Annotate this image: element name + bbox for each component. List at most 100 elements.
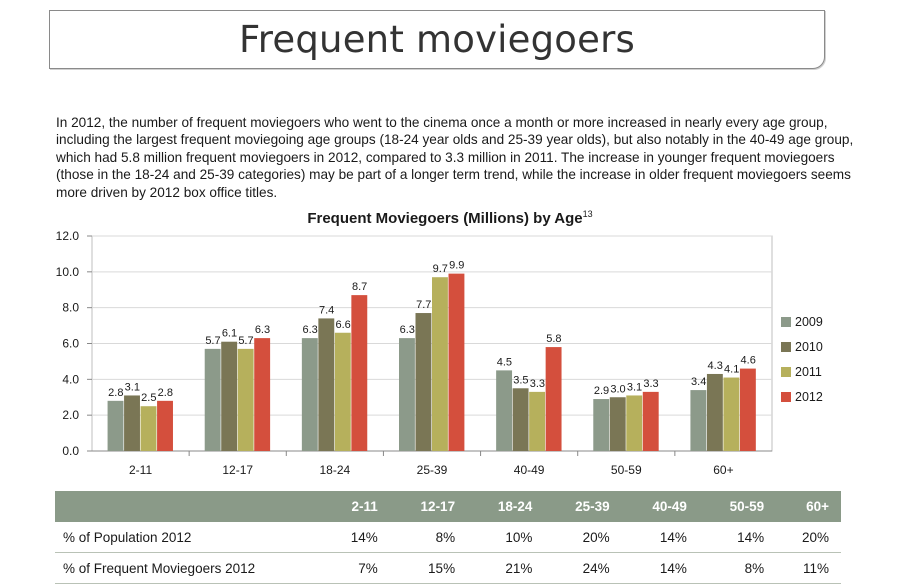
bar xyxy=(739,368,756,451)
page-title: Frequent moviegoers xyxy=(239,18,635,61)
y-tick-label: 6.0 xyxy=(62,337,79,351)
data-label: 4.3 xyxy=(708,360,723,372)
data-label: 3.3 xyxy=(530,378,545,390)
bar xyxy=(529,391,546,451)
data-label: 5.8 xyxy=(546,333,561,345)
y-tick-label: 12.0 xyxy=(56,229,80,243)
x-tick-label: 50-59 xyxy=(611,463,642,477)
table-row: % of Population 2012 14% 8% 10% 20% 14% 14% 20% xyxy=(55,522,841,553)
data-label: 6.3 xyxy=(255,324,270,336)
y-tick-label: 0.0 xyxy=(62,444,79,458)
y-tick-label: 2.0 xyxy=(62,408,79,422)
chart-title: Frequent Moviegoers (Millions) by Age13 xyxy=(0,209,900,227)
table-header-cell: 18-24 xyxy=(467,491,545,522)
data-label: 4.6 xyxy=(741,355,756,367)
legend-label: 2011 xyxy=(795,365,822,379)
table-cell: 8% xyxy=(389,522,468,553)
bar xyxy=(690,390,707,451)
bar xyxy=(545,347,562,451)
bar xyxy=(512,388,529,451)
x-tick-label: 25-39 xyxy=(417,463,448,477)
data-label: 5.7 xyxy=(238,335,253,347)
data-label: 3.1 xyxy=(627,381,642,393)
bar xyxy=(237,348,254,451)
y-tick-label: 4.0 xyxy=(62,372,79,386)
bar xyxy=(723,377,740,451)
bar xyxy=(157,400,173,451)
table-header-cell: 50-59 xyxy=(698,491,777,522)
table-header-cell: 2-11 xyxy=(325,491,390,522)
table-body: % of Population 2012 14% 8% 10% 20% 14% 14% 20%… xyxy=(55,522,841,584)
bar xyxy=(221,341,238,451)
y-tick-label: 10.0 xyxy=(56,265,80,279)
table-cell: 20% xyxy=(776,522,841,553)
data-label: 3.4 xyxy=(691,376,706,388)
bar xyxy=(642,391,659,451)
data-label: 7.7 xyxy=(416,299,431,311)
table-cell: 14% xyxy=(325,522,390,553)
table-cell: 14% xyxy=(621,552,699,584)
data-label: 2.9 xyxy=(594,385,609,397)
table-header-cell: 25-39 xyxy=(544,491,622,522)
bar xyxy=(124,395,140,451)
data-label: 3.1 xyxy=(125,381,140,393)
chart-title-text: Frequent Moviegoers (Millions) by Age xyxy=(307,210,583,227)
chart-footnote: 13 xyxy=(582,209,593,219)
table-cell: 20% xyxy=(544,522,622,553)
bar xyxy=(593,399,610,451)
bar xyxy=(448,273,465,451)
bar-chart: 0.02.04.06.08.010.012.02-112.8 3.12.5 2.81… xyxy=(56,229,823,477)
intro-paragraph: In 2012, the number of frequent moviegoe… xyxy=(56,114,854,200)
bar xyxy=(626,395,643,451)
bar xyxy=(351,295,368,451)
bar xyxy=(706,373,723,451)
y-tick-label: 8.0 xyxy=(62,301,79,315)
x-tick-label: 18-24 xyxy=(320,463,351,477)
legend-swatch xyxy=(781,392,791,402)
data-label: 2.8 xyxy=(108,387,123,399)
table-header-cell: 12-17 xyxy=(389,491,468,522)
table-row-label: % of Population 2012 xyxy=(55,522,325,553)
table-row: % of Frequent Moviegoers 2012 7% 15% 21% 24%… xyxy=(55,552,841,584)
legend-label: 2010 xyxy=(795,340,823,354)
bar xyxy=(432,277,448,451)
x-tick-label: 12-17 xyxy=(222,463,253,477)
table-cell: 15% xyxy=(389,552,468,584)
data-label: 4.1 xyxy=(724,364,739,376)
legend-label: 2009 xyxy=(795,315,823,329)
table-corner-cell xyxy=(55,491,325,522)
bar xyxy=(254,338,271,451)
legend-label: 2012 xyxy=(795,390,823,404)
data-label: 6.3 xyxy=(302,324,317,336)
bar xyxy=(301,338,318,451)
bar xyxy=(318,318,335,451)
data-label: 6.1 xyxy=(222,328,237,340)
data-label: 6.3 xyxy=(400,324,415,336)
table-cell: 11% xyxy=(776,552,841,584)
table-cell: 21% xyxy=(467,552,545,584)
table-header-cell: 60+ xyxy=(776,491,841,522)
bar xyxy=(399,338,415,451)
table-cell: 24% xyxy=(544,552,622,584)
data-label: 9.7 xyxy=(433,263,448,275)
legend-swatch xyxy=(781,342,791,352)
data-label: 2.5 xyxy=(141,392,156,404)
title-banner: Frequent moviegoers xyxy=(49,10,825,69)
data-label: 3.0 xyxy=(610,383,625,395)
bar xyxy=(415,313,432,451)
data-label: 4.5 xyxy=(497,356,512,368)
x-tick-label: 40-49 xyxy=(514,463,545,477)
bar xyxy=(107,400,124,451)
x-tick-label: 60+ xyxy=(713,463,733,477)
table-cell: 14% xyxy=(698,522,777,553)
bar xyxy=(609,397,626,451)
data-label: 3.3 xyxy=(643,378,658,390)
table-cell: 10% xyxy=(467,522,545,553)
legend-swatch xyxy=(781,317,791,327)
table-cell: 8% xyxy=(698,552,777,584)
bar xyxy=(140,406,157,451)
data-label: 5.7 xyxy=(205,335,220,347)
data-label: 6.6 xyxy=(335,319,350,331)
data-label: 8.7 xyxy=(352,281,367,293)
bar xyxy=(496,370,513,451)
